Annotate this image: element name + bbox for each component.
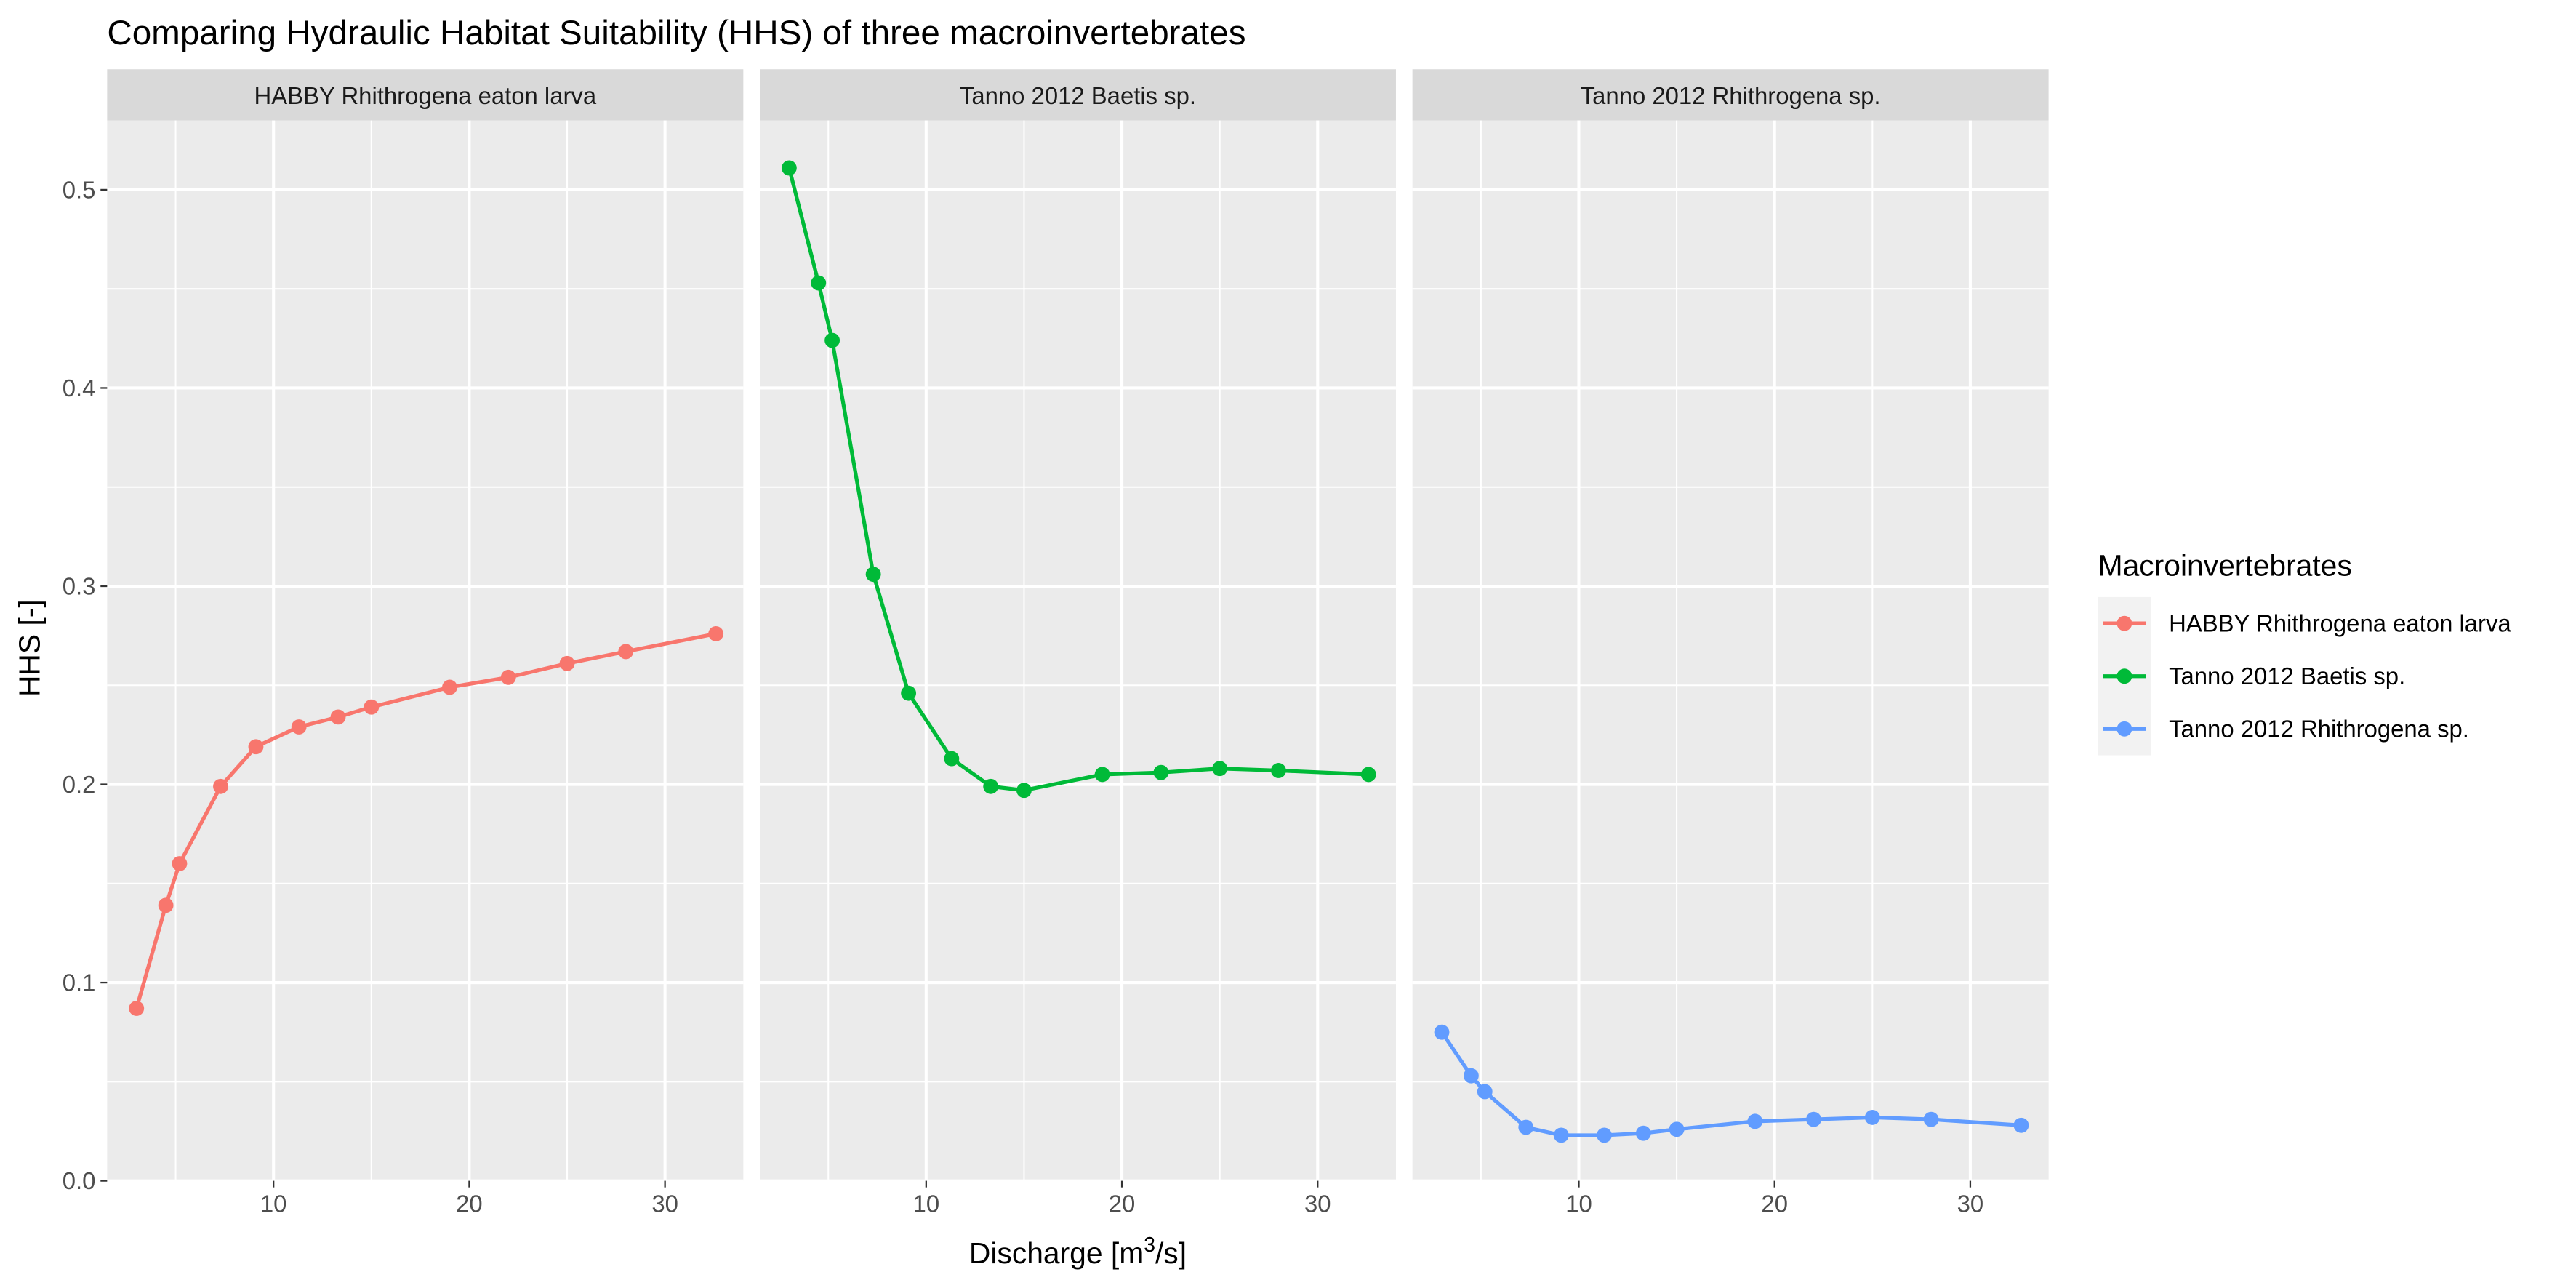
- data-point: [1463, 1068, 1479, 1084]
- data-point: [1094, 767, 1110, 783]
- x-axes: 10 20 30 10 20 30 10 20 30: [260, 1180, 1984, 1217]
- x-tick-label: 10: [260, 1191, 287, 1217]
- data-point: [172, 856, 188, 871]
- x-tick-label: 10: [1565, 1191, 1592, 1217]
- legend-label: Tanno 2012 Baetis sp.: [2169, 663, 2405, 689]
- facet-panels: HABBY Rhithrogena eaton larva Tanno 2012 …: [107, 69, 2049, 1183]
- data-point: [983, 778, 999, 794]
- data-point: [291, 719, 307, 735]
- legend-point-swatch: [2116, 721, 2132, 737]
- y-tick-label: 0.3: [63, 572, 96, 599]
- data-point: [708, 625, 724, 641]
- data-point: [248, 739, 264, 755]
- data-point: [500, 669, 516, 685]
- data-point: [1747, 1113, 1763, 1129]
- y-tick-label: 0.1: [63, 969, 96, 996]
- data-point: [1212, 761, 1228, 777]
- data-point: [129, 1001, 145, 1016]
- facet-strip: [759, 69, 1396, 121]
- data-point: [811, 275, 827, 291]
- data-point: [824, 332, 840, 348]
- legend-label: Tanno 2012 Rhithrogena sp.: [2169, 716, 2469, 743]
- x-axis-title-part-2: /s]: [1155, 1236, 1187, 1270]
- legend-entry: Tanno 2012 Baetis sp.: [2103, 663, 2405, 689]
- facet-panel: Tanno 2012 Rhithrogena sp.: [1412, 69, 2049, 1183]
- data-point: [364, 699, 380, 715]
- data-point: [1669, 1121, 1685, 1137]
- x-tick-label: 20: [1109, 1191, 1136, 1217]
- legend: Macroinvertebrates HABBY Rhithrogena eat…: [2098, 548, 2511, 756]
- data-point: [1153, 764, 1169, 780]
- facet-strip: [1412, 69, 2049, 121]
- legend-point-swatch: [2116, 615, 2132, 631]
- x-axis-title-superscript: 3: [1144, 1233, 1155, 1257]
- legend-entry: HABBY Rhithrogena eaton larva: [2103, 609, 2511, 636]
- y-tick-label: 0.5: [63, 176, 96, 203]
- legend-title: Macroinvertebrates: [2098, 548, 2352, 582]
- x-tick-label: 30: [1304, 1191, 1331, 1217]
- data-point: [901, 685, 917, 701]
- data-point: [1806, 1111, 1821, 1127]
- data-point: [944, 751, 960, 767]
- data-point: [1477, 1084, 1493, 1100]
- data-point: [1635, 1125, 1651, 1141]
- legend-entries: HABBY Rhithrogena eaton larva Tanno 2012 …: [2103, 609, 2511, 743]
- data-point: [213, 778, 228, 794]
- facet-strip: [107, 69, 744, 121]
- x-tick-label: 10: [913, 1191, 940, 1217]
- data-point: [1553, 1127, 1569, 1143]
- x-axis-title: Discharge [m3/s]: [969, 1233, 1187, 1270]
- x-tick-label: 20: [1761, 1191, 1788, 1217]
- data-point: [1016, 783, 1032, 799]
- legend-entry: Tanno 2012 Rhithrogena sp.: [2103, 716, 2469, 743]
- plot-background: [1412, 120, 2049, 1181]
- x-tick-label: 20: [456, 1191, 483, 1217]
- y-tick-label: 0.4: [63, 375, 96, 401]
- data-point: [865, 567, 881, 583]
- chart-title: Comparing Hydraulic Habitat Suitability …: [107, 14, 1245, 52]
- data-point: [1518, 1119, 1534, 1135]
- x-axis-title-part-1: Discharge [m: [969, 1236, 1144, 1270]
- y-tick-label: 0.0: [63, 1167, 96, 1194]
- plot-background: [759, 120, 1396, 1181]
- data-point: [1360, 767, 1376, 783]
- data-point: [1597, 1127, 1612, 1143]
- data-point: [1271, 763, 1286, 778]
- facet-panel: HABBY Rhithrogena eaton larva: [107, 69, 744, 1183]
- legend-point-swatch: [2116, 668, 2132, 684]
- y-axis-title: HHS [-]: [12, 599, 46, 697]
- data-point: [442, 679, 457, 695]
- data-point: [1864, 1109, 1880, 1125]
- legend-label: HABBY Rhithrogena eaton larva: [2169, 609, 2511, 636]
- facet-strip-label: Tanno 2012 Baetis sp.: [960, 82, 1196, 109]
- data-point: [158, 897, 174, 913]
- facet-panel: Tanno 2012 Baetis sp.: [759, 69, 1396, 1183]
- data-point: [1923, 1111, 1939, 1127]
- y-axis: 0.0 0.1 0.2 0.3 0.4 0.5: [63, 176, 108, 1194]
- data-point: [781, 160, 797, 176]
- x-tick-label: 30: [651, 1191, 678, 1217]
- data-point: [618, 644, 634, 660]
- plot-background: [107, 120, 744, 1181]
- y-tick-label: 0.2: [63, 771, 96, 798]
- data-point: [330, 709, 346, 725]
- data-point: [2013, 1117, 2029, 1133]
- facet-strip-label: Tanno 2012 Rhithrogena sp.: [1581, 82, 1881, 109]
- data-point: [1434, 1024, 1450, 1040]
- x-tick-label: 30: [1957, 1191, 1984, 1217]
- facet-strip-label: HABBY Rhithrogena eaton larva: [254, 82, 597, 109]
- data-point: [559, 655, 575, 671]
